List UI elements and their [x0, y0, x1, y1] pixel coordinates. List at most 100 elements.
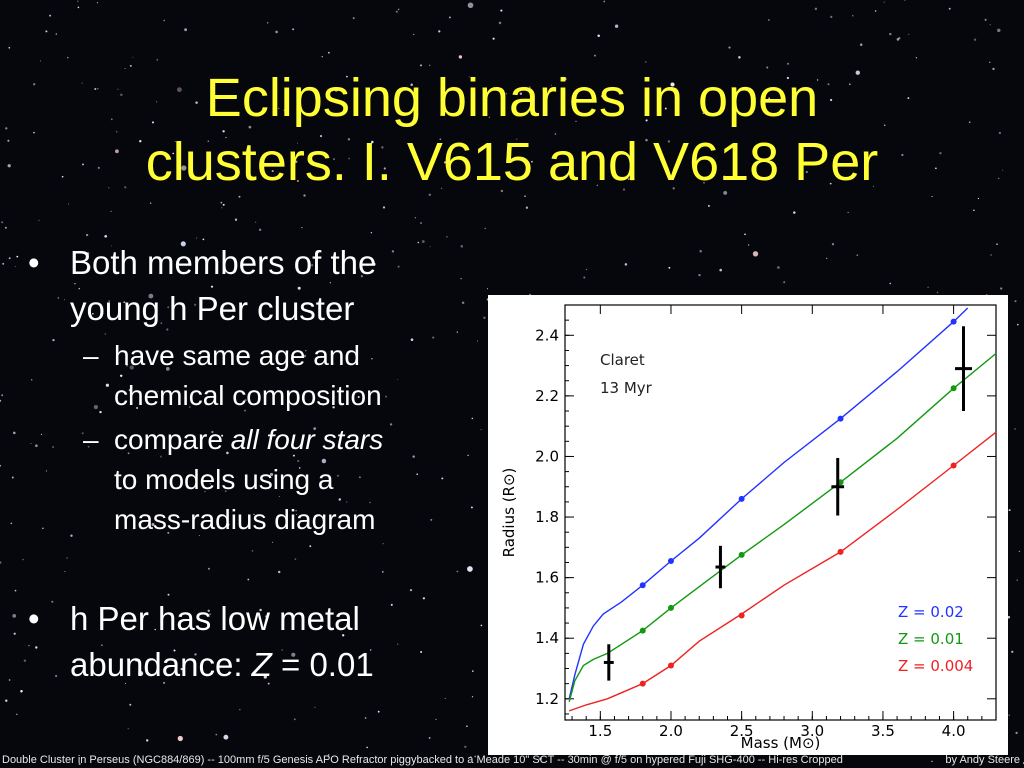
star [747, 244, 750, 246]
sub-bullet-text-line: have same age and [114, 340, 360, 371]
star [165, 367, 170, 371]
sub-bullet-emphasis: all four stars [230, 424, 384, 455]
bullet-text-line: young h Per cluster [70, 290, 355, 327]
y-tick-label: 1.6 [535, 569, 559, 587]
star [172, 152, 175, 155]
star [321, 458, 327, 464]
star [439, 138, 442, 141]
star [105, 383, 110, 387]
star [901, 153, 904, 157]
star [293, 718, 296, 721]
star [101, 644, 103, 647]
star [414, 217, 417, 219]
star [360, 275, 364, 278]
star [467, 566, 473, 572]
star [22, 558, 24, 561]
star [419, 222, 423, 225]
star [215, 733, 218, 736]
sub-bullet-text-line: compare all four stars [114, 420, 468, 460]
star [196, 237, 198, 239]
star [413, 33, 415, 35]
star [328, 439, 332, 443]
star [600, 95, 604, 98]
star [160, 322, 163, 325]
star [305, 350, 307, 352]
star [129, 365, 134, 370]
legend-entry: Z = 0.01 [898, 630, 964, 648]
star [129, 703, 132, 706]
star [180, 668, 183, 671]
series-point [667, 557, 674, 564]
star [977, 197, 980, 200]
star [367, 90, 370, 93]
star [883, 1, 885, 3]
star [550, 84, 552, 86]
star [155, 101, 158, 103]
sub-bullet-compare-stars: – compare all four stars to models using… [28, 420, 468, 540]
star [787, 62, 790, 65]
star [416, 473, 419, 476]
star [222, 130, 225, 133]
star [385, 395, 387, 398]
star [889, 32, 892, 36]
star [15, 713, 18, 716]
series-point [950, 462, 957, 469]
star [594, 54, 596, 57]
star [968, 121, 971, 123]
star [198, 535, 200, 537]
star [52, 446, 55, 448]
star [597, 34, 600, 38]
star [498, 21, 502, 25]
star [8, 46, 11, 49]
star [275, 30, 278, 34]
star [209, 483, 212, 485]
star [627, 178, 630, 181]
star [297, 286, 301, 290]
star [500, 189, 504, 193]
star [699, 249, 702, 253]
star [146, 739, 149, 742]
star [296, 179, 299, 183]
star [623, 188, 625, 191]
star [346, 501, 348, 503]
star [939, 152, 942, 155]
star [174, 141, 176, 143]
x-tick-label: 2.0 [659, 722, 683, 740]
star [57, 297, 60, 299]
star [104, 234, 108, 238]
star [104, 333, 106, 335]
star [5, 699, 8, 702]
series-point [667, 604, 674, 611]
star [373, 435, 376, 438]
star [371, 358, 373, 360]
star [391, 250, 395, 253]
star [55, 33, 57, 35]
star [295, 509, 297, 512]
star [603, 0, 606, 3]
star [281, 649, 283, 651]
star [996, 243, 998, 245]
star [310, 264, 314, 267]
chart-annotation: 13 Myr [600, 379, 653, 397]
star [805, 170, 808, 174]
star [251, 550, 254, 552]
star [474, 755, 477, 758]
star [369, 501, 371, 504]
star [389, 423, 393, 426]
series-point [950, 385, 957, 392]
series-line [568, 431, 997, 712]
star [907, 97, 910, 100]
star [338, 498, 342, 501]
star [428, 736, 431, 739]
star [525, 206, 529, 209]
star [723, 175, 726, 178]
star [364, 717, 367, 719]
star [382, 543, 384, 545]
star [61, 175, 64, 178]
star [889, 282, 891, 285]
star [931, 760, 933, 763]
series-point [639, 680, 646, 687]
star [181, 165, 187, 171]
star [259, 608, 262, 612]
star [859, 43, 863, 46]
